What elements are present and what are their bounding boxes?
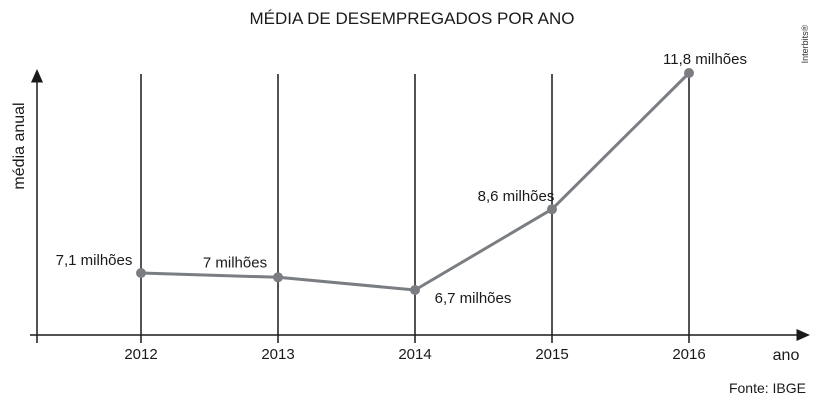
data-label-2015: 8,6 milhões (478, 188, 555, 205)
data-points (136, 68, 694, 295)
data-point-2016 (684, 68, 694, 78)
gridlines (140, 74, 690, 343)
data-label-2016: 11,8 milhões (663, 51, 747, 68)
y-axis-label: média anual (11, 102, 28, 189)
x-tick-label-2016: 2016 (672, 346, 705, 363)
data-point-2012 (136, 268, 146, 278)
source-note: Fonte: IBGE (729, 380, 806, 396)
data-label-2012: 7,1 milhões (56, 252, 133, 269)
data-point-2014 (410, 285, 420, 295)
x-tick-label-2015: 2015 (535, 346, 568, 363)
data-point-2015 (547, 204, 557, 215)
watermark: Interbits® (800, 24, 810, 63)
x-tick-label-2012: 2012 (124, 346, 157, 363)
data-label-2013: 7 milhões (203, 254, 267, 271)
x-tick-label-2013: 2013 (261, 346, 294, 363)
data-labels: 7,1 milhões 7 milhões 6,7 milhões 8,6 milhõ… (56, 51, 747, 307)
x-tick-labels: 2012 2013 2014 2015 2016 (124, 346, 705, 363)
data-point-2013 (273, 272, 283, 283)
x-axis-label: ano (773, 347, 800, 364)
x-tick-label-2014: 2014 (398, 346, 431, 363)
data-label-2014: 6,7 milhões (435, 290, 512, 307)
chart-title: MÉDIA DE DESEMPREGADOS POR ANO (250, 9, 575, 28)
